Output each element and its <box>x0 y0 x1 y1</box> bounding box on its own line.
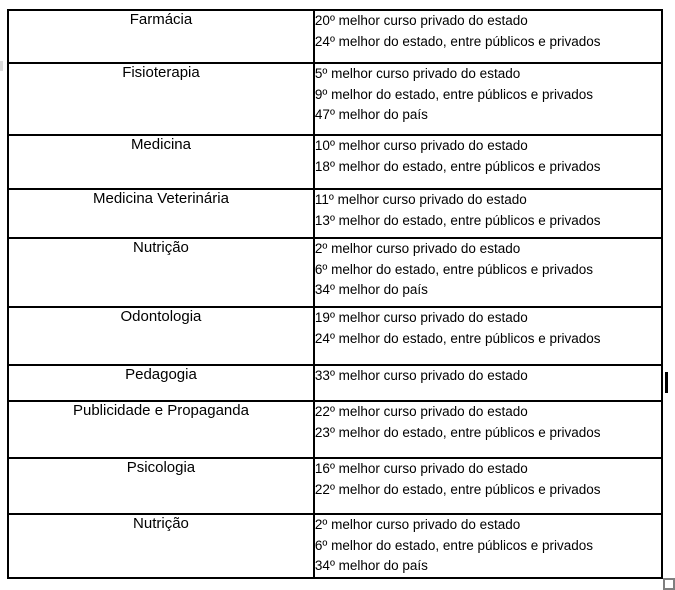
course-cell: Nutrição <box>7 237 315 308</box>
table-row: Pedagogia 33º melhor curso privado do es… <box>7 364 664 402</box>
ranking-line: 6º melhor do estado, entre públicos e pr… <box>314 537 594 553</box>
ranking-line: 22º melhor do estado, entre públicos e p… <box>314 481 601 497</box>
course-name: Psicologia <box>126 459 196 476</box>
ranking-cell: 22º melhor curso privado do estado 23º m… <box>312 400 664 459</box>
ranking-cell: 5º melhor curso privado do estado 9º mel… <box>312 62 664 136</box>
ranking-line: 13º melhor do estado, entre públicos e p… <box>314 212 601 228</box>
ranking-line: 10º melhor curso privado do estado <box>314 138 528 153</box>
course-name: Farmácia <box>129 11 193 28</box>
course-cell: Psicologia <box>7 457 315 515</box>
table-row: Farmácia 20º melhor curso privado do est… <box>7 9 664 64</box>
ranking-cell: 2º melhor curso privado do estado 6º mel… <box>312 237 664 308</box>
course-cell: Farmácia <box>7 9 315 64</box>
ranking-line: 34º melhor do país <box>314 282 428 297</box>
table-row: Fisioterapia 5º melhor curso privado do … <box>7 62 664 136</box>
table-row: Nutrição 2º melhor curso privado do esta… <box>7 513 664 579</box>
ranking-cell: 10º melhor curso privado do estado 18º m… <box>312 134 664 190</box>
ranking-line: 20º melhor curso privado do estado <box>314 13 528 28</box>
course-name: Odontologia <box>120 308 202 325</box>
course-name: Fisioterapia <box>122 64 200 81</box>
ranking-cell: 11º melhor curso privado do estado 13º m… <box>312 188 664 239</box>
ranking-cell: 16º melhor curso privado do estado 22º m… <box>312 457 664 515</box>
course-name: Medicina <box>130 136 191 153</box>
course-name: Publicidade e Propaganda <box>72 402 249 419</box>
edge-smudge-artifact <box>0 61 3 71</box>
ranking-line: 11º melhor curso privado do estado <box>314 192 527 207</box>
ranking-line: 34º melhor do país <box>314 558 428 573</box>
course-cell: Pedagogia <box>7 364 315 402</box>
course-name: Pedagogia <box>125 366 197 383</box>
ranking-line: 33º melhor curso privado do estado <box>314 368 528 383</box>
ranking-line: 5º melhor curso privado do estado <box>314 66 521 81</box>
ranking-line: 47º melhor do país <box>314 107 428 122</box>
ranking-cell: 20º melhor curso privado do estado 24º m… <box>312 9 664 64</box>
table-row: Publicidade e Propaganda 22º melhor curs… <box>7 400 664 459</box>
course-cell: Publicidade e Propaganda <box>7 400 315 459</box>
table-row: Medicina Veterinária 11º melhor curso pr… <box>7 188 664 239</box>
course-cell: Medicina <box>7 134 315 190</box>
ranking-line: 24º melhor do estado, entre públicos e p… <box>314 330 601 346</box>
course-cell: Medicina Veterinária <box>7 188 315 239</box>
ranking-cell: 33º melhor curso privado do estado <box>312 364 664 402</box>
ranking-line: 24º melhor do estado, entre públicos e p… <box>314 33 601 49</box>
ranking-cell: 2º melhor curso privado do estado 6º mel… <box>312 513 664 579</box>
table-row: Nutrição 2º melhor curso privado do esta… <box>7 237 664 308</box>
course-name: Nutrição <box>133 515 189 532</box>
course-name: Medicina Veterinária <box>93 190 229 207</box>
ranking-line: 16º melhor curso privado do estado <box>314 461 528 476</box>
course-cell: Nutrição <box>7 513 315 579</box>
course-name: Nutrição <box>133 239 189 256</box>
ranking-line: 2º melhor curso privado do estado <box>314 241 521 256</box>
course-rankings-table: Farmácia 20º melhor curso privado do est… <box>7 9 664 579</box>
ranking-line: 22º melhor curso privado do estado <box>314 404 528 419</box>
ranking-line: 23º melhor do estado, entre públicos e p… <box>314 424 601 440</box>
text-caret <box>665 372 668 393</box>
ranking-line: 2º melhor curso privado do estado <box>314 517 521 532</box>
ranking-cell: 19º melhor curso privado do estado 24º m… <box>312 306 664 366</box>
table-resize-handle[interactable] <box>663 578 675 590</box>
table-row: Psicologia 16º melhor curso privado do e… <box>7 457 664 515</box>
course-cell: Fisioterapia <box>7 62 315 136</box>
table-row: Odontologia 19º melhor curso privado do … <box>7 306 664 366</box>
ranking-line: 18º melhor do estado, entre públicos e p… <box>314 158 601 174</box>
ranking-line: 9º melhor do estado, entre públicos e pr… <box>314 86 594 102</box>
table-row: Medicina 10º melhor curso privado do est… <box>7 134 664 190</box>
ranking-line: 19º melhor curso privado do estado <box>314 310 528 325</box>
ranking-line: 6º melhor do estado, entre públicos e pr… <box>314 261 594 277</box>
course-cell: Odontologia <box>7 306 315 366</box>
